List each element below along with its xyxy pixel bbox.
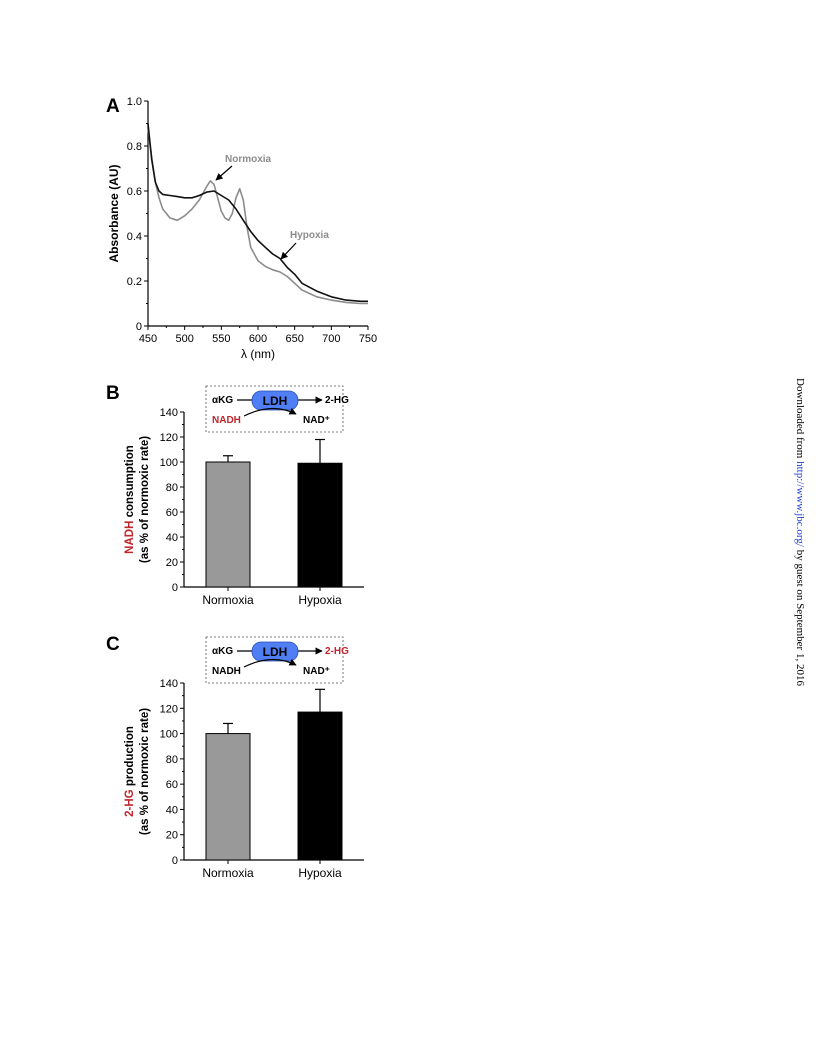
panel-a-label: A	[106, 96, 120, 117]
y-tick-label: 40	[166, 804, 178, 816]
y-tick-label: 120	[160, 703, 178, 715]
x-tick-label: 750	[359, 333, 377, 345]
y-tick-label: 40	[166, 532, 178, 544]
bar-hypoxia	[297, 711, 343, 861]
x-tick-label: 450	[139, 333, 157, 345]
y-tick-label: 0.2	[127, 276, 142, 288]
x-tick-label: 700	[322, 333, 340, 345]
bar-normoxia	[205, 461, 251, 588]
annotation-hypoxia: Hypoxia	[290, 230, 329, 241]
y-axis-label-highlight: NADH	[124, 521, 136, 554]
y-tick-label: 0.8	[127, 141, 142, 153]
y-axis-label-rest: consumption	[124, 445, 136, 520]
y-axis-label-line1: NADH consumption	[124, 445, 136, 554]
panel-a: A 0 0.2 0.4 0.6 0.8 1.0 450 500 550 600 650 700 750 λ …	[106, 96, 377, 361]
y-tick-label: 0	[172, 855, 178, 867]
y-axis-label: Absorbance (AU)	[107, 164, 121, 262]
scheme-enzyme-pill	[251, 390, 299, 411]
series-line-hypoxia	[147, 123, 368, 303]
scheme-cofactor-in: NADH	[212, 666, 241, 677]
scheme-cofactor-out: NAD⁺	[303, 415, 330, 426]
x-tick-label: Hypoxia	[298, 593, 342, 607]
y-tick-label: 120	[160, 432, 178, 444]
y-axis-label-highlight: 2-HG	[124, 789, 136, 817]
x-tick-label: Normoxia	[202, 593, 254, 607]
scheme-substrate: αKG	[212, 646, 233, 657]
scheme-enzyme: LDH	[263, 394, 288, 408]
y-tick-label: 80	[166, 754, 178, 766]
x-tick-label: 500	[175, 333, 193, 345]
scheme-cofactor-arrow	[243, 658, 297, 668]
y-tick-label: 60	[166, 779, 178, 791]
x-tick-label: 650	[285, 333, 303, 345]
y-tick-label: 0	[172, 582, 178, 594]
x-tick-label: 550	[212, 333, 230, 345]
scheme-cofactor-out: NAD⁺	[303, 666, 330, 677]
x-axis-label: λ (nm)	[241, 347, 275, 361]
y-axis-label-line2: (as % of normoxic rate)	[139, 436, 151, 563]
scheme-product: 2-HG	[325, 395, 349, 406]
y-tick-label: 100	[160, 729, 178, 741]
scheme-substrate: αKG	[212, 395, 233, 406]
y-tick-label: 0	[136, 321, 142, 333]
y-tick-label: 140	[160, 407, 178, 419]
y-tick-label: 1.0	[127, 96, 142, 108]
download-note-suffix: by guest on September 1, 2016	[794, 546, 806, 686]
y-tick-label: 100	[160, 457, 178, 469]
download-note-prefix: Downloaded from	[794, 378, 806, 462]
annotation-normoxia-arrow	[215, 165, 233, 181]
journal-link[interactable]: http://www.jbc.org/	[794, 461, 806, 547]
panel-c-label: C	[106, 634, 120, 655]
panel-b-label: B	[106, 383, 120, 404]
y-tick-label: 0.6	[127, 186, 142, 198]
x-tick-label: 600	[249, 333, 267, 345]
scheme-cofactor-arrow	[243, 407, 297, 417]
y-axis-label-line2: (as % of normoxic rate)	[139, 708, 151, 835]
x-tick-label: Normoxia	[202, 866, 254, 880]
scheme-enzyme-pill	[251, 641, 299, 662]
scheme-cofactor-in: NADH	[212, 415, 241, 426]
bar-hypoxia	[297, 462, 343, 588]
annotation-hypoxia-arrow	[280, 242, 297, 260]
y-tick-label: 20	[166, 830, 178, 842]
y-tick-label: 60	[166, 507, 178, 519]
y-tick-label: 20	[166, 557, 178, 569]
y-tick-label: 140	[160, 678, 178, 690]
bar-normoxia	[205, 733, 251, 861]
y-tick-label: 0.4	[127, 231, 142, 243]
annotation-normoxia: Normoxia	[225, 154, 272, 165]
scheme-enzyme: LDH	[263, 645, 288, 659]
scheme-product: 2-HG	[325, 646, 349, 657]
series-line-normoxia	[147, 127, 368, 305]
y-axis-label-rest: production	[124, 726, 136, 789]
y-axis-label-line1: 2-HG production	[124, 726, 136, 817]
y-tick-label: 80	[166, 482, 178, 494]
x-tick-label: Hypoxia	[298, 866, 342, 880]
